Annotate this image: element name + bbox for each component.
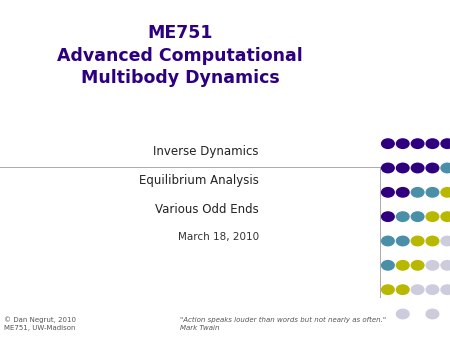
Circle shape: [441, 285, 450, 294]
Text: March 18, 2010: March 18, 2010: [178, 232, 259, 242]
Text: "Action speaks louder than words but not nearly as often."
Mark Twain: "Action speaks louder than words but not…: [180, 317, 386, 331]
Circle shape: [441, 139, 450, 148]
Circle shape: [396, 188, 409, 197]
Circle shape: [411, 285, 424, 294]
Circle shape: [396, 261, 409, 270]
Circle shape: [382, 285, 394, 294]
Text: Various Odd Ends: Various Odd Ends: [155, 203, 259, 216]
Circle shape: [411, 188, 424, 197]
Text: ME751
Advanced Computational
Multibody Dynamics: ME751 Advanced Computational Multibody D…: [57, 24, 303, 88]
Circle shape: [382, 163, 394, 173]
Circle shape: [382, 212, 394, 221]
Circle shape: [441, 236, 450, 246]
Circle shape: [441, 163, 450, 173]
Circle shape: [396, 163, 409, 173]
Circle shape: [396, 212, 409, 221]
Circle shape: [396, 236, 409, 246]
Circle shape: [441, 261, 450, 270]
Circle shape: [382, 261, 394, 270]
Circle shape: [426, 261, 439, 270]
Circle shape: [426, 285, 439, 294]
Circle shape: [411, 212, 424, 221]
Circle shape: [426, 236, 439, 246]
Circle shape: [426, 188, 439, 197]
Circle shape: [441, 212, 450, 221]
Circle shape: [426, 163, 439, 173]
Circle shape: [441, 188, 450, 197]
Circle shape: [411, 261, 424, 270]
Circle shape: [426, 309, 439, 319]
Circle shape: [411, 236, 424, 246]
Circle shape: [382, 139, 394, 148]
Text: © Dan Negrut, 2010
ME751, UW-Madison: © Dan Negrut, 2010 ME751, UW-Madison: [4, 316, 76, 331]
Circle shape: [382, 236, 394, 246]
Circle shape: [411, 139, 424, 148]
Circle shape: [426, 212, 439, 221]
Circle shape: [396, 285, 409, 294]
Circle shape: [396, 309, 409, 319]
Circle shape: [426, 139, 439, 148]
Circle shape: [411, 163, 424, 173]
Text: Inverse Dynamics: Inverse Dynamics: [153, 145, 259, 158]
Text: Equilibrium Analysis: Equilibrium Analysis: [139, 174, 259, 187]
Circle shape: [382, 188, 394, 197]
Circle shape: [396, 139, 409, 148]
